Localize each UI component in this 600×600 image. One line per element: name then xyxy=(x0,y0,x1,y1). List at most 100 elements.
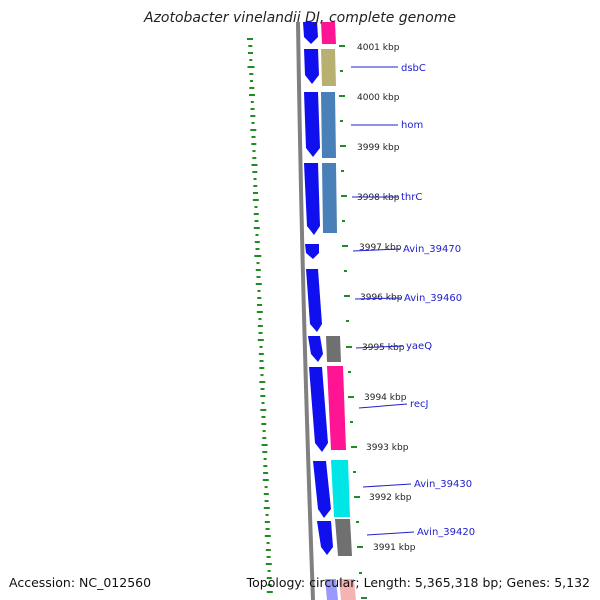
gc-dash xyxy=(256,262,260,264)
gene-arrow xyxy=(308,336,323,362)
gc-dash xyxy=(263,472,269,474)
gc-dash xyxy=(252,171,258,173)
gene-label-leader xyxy=(362,483,412,488)
gene-label-avin-39470: Avin_39470 xyxy=(403,244,461,255)
scale-tick-label: 4000 kbp xyxy=(357,93,400,103)
gc-dash xyxy=(264,521,270,523)
gc-dash xyxy=(263,465,268,467)
gc-dash xyxy=(247,38,253,40)
cog-track xyxy=(321,22,356,600)
gene-label-yaeq: yaeQ xyxy=(406,341,432,352)
gc-dash xyxy=(260,409,267,411)
gc-dash xyxy=(265,514,269,516)
gc-dash xyxy=(262,437,267,439)
gene-arrow xyxy=(305,244,319,259)
cog-block xyxy=(331,460,350,517)
gc-dash xyxy=(265,563,272,565)
gc-dash xyxy=(259,360,264,362)
scale-tick xyxy=(361,597,367,599)
gc-dash xyxy=(252,157,257,159)
gc-dash xyxy=(249,59,253,61)
minor-scale-tick xyxy=(341,170,344,172)
gc-dash xyxy=(259,346,263,348)
scale-tick-label: 3992 kbp xyxy=(369,493,412,503)
gene-label-leader xyxy=(355,345,404,349)
gc-dash xyxy=(258,318,262,320)
gene-label-dsbc: dsbC xyxy=(401,63,426,74)
gc-dash xyxy=(259,367,265,369)
gc-dash xyxy=(258,353,264,355)
scale-tick-label: 3991 kbp xyxy=(373,543,416,553)
gene-labels: dsbC hom thrC Avin_39470 Avin_39460 yaeQ… xyxy=(401,63,475,538)
gene-label-thrc: thrC xyxy=(401,192,422,203)
gene-arrow xyxy=(306,269,322,332)
gc-dash xyxy=(249,73,254,75)
scale-tick-label: 3997 kbp xyxy=(359,243,402,253)
gc-dash xyxy=(266,591,273,593)
cog-block xyxy=(322,163,337,233)
minor-scale-tick xyxy=(353,471,356,473)
gene-arrow xyxy=(317,521,333,555)
gc-dash xyxy=(252,150,256,152)
gc-content-track xyxy=(247,38,273,593)
gc-dash xyxy=(267,584,272,586)
cog-block xyxy=(335,519,352,556)
accession-label: Accession: NC_012560 xyxy=(9,575,152,590)
scale-tick xyxy=(354,496,360,498)
gene-label-leader xyxy=(366,531,415,536)
gc-dash xyxy=(255,234,259,236)
gene-arrow xyxy=(304,92,320,157)
gc-dash xyxy=(265,528,270,530)
gc-dash xyxy=(257,297,262,299)
scale-tick xyxy=(340,145,346,147)
gc-dash xyxy=(260,374,264,376)
gene-arrow xyxy=(304,163,320,235)
gc-dash xyxy=(254,255,262,257)
gene-arrow xyxy=(303,22,318,44)
gc-dash xyxy=(261,402,265,404)
gc-dash xyxy=(261,416,266,418)
scale-tick xyxy=(357,546,363,548)
gc-dash xyxy=(266,542,270,544)
gene-label-avin-39430: Avin_39430 xyxy=(414,479,472,490)
gene-arrow xyxy=(309,367,328,452)
scale-tick-label: 4001 kbp xyxy=(357,43,400,53)
scale-tick-label: 3994 kbp xyxy=(364,393,407,403)
gene-label-recj: recJ xyxy=(410,399,429,410)
scale-tick-label: 3993 kbp xyxy=(366,443,409,453)
cog-block xyxy=(321,49,336,86)
minor-scale-tick xyxy=(356,521,359,523)
gc-dash xyxy=(256,276,261,278)
gc-dash xyxy=(264,535,271,537)
scale-tick xyxy=(348,396,354,398)
gc-dash xyxy=(254,220,259,222)
gc-dash xyxy=(253,192,258,194)
gc-dash xyxy=(248,52,253,54)
gc-dash xyxy=(261,444,268,446)
gc-dash xyxy=(264,486,268,488)
gc-dash xyxy=(267,570,271,572)
scale-tick xyxy=(339,95,345,97)
genome-backbone xyxy=(296,21,315,600)
scale-tick-label: 3999 kbp xyxy=(357,143,400,153)
gc-dash xyxy=(260,388,265,390)
minor-scale-tick xyxy=(340,120,343,122)
gc-dash xyxy=(250,129,257,131)
scale-tick-track xyxy=(339,45,367,599)
gc-dash xyxy=(250,80,253,82)
gc-dash xyxy=(263,493,269,495)
gc-dash xyxy=(257,325,263,327)
gc-dash xyxy=(262,430,266,432)
scale-tick xyxy=(341,195,347,197)
gc-dash xyxy=(251,164,258,166)
gc-dash xyxy=(263,507,270,509)
cog-block xyxy=(327,366,346,450)
gc-dash xyxy=(251,143,257,145)
gc-dash xyxy=(260,395,266,397)
gc-dash xyxy=(253,185,258,187)
gene-label-leaders xyxy=(351,66,415,536)
scale-tick xyxy=(351,446,357,448)
gc-dash xyxy=(253,213,259,215)
gene-label-leader xyxy=(352,248,401,252)
gc-dash xyxy=(255,269,261,271)
